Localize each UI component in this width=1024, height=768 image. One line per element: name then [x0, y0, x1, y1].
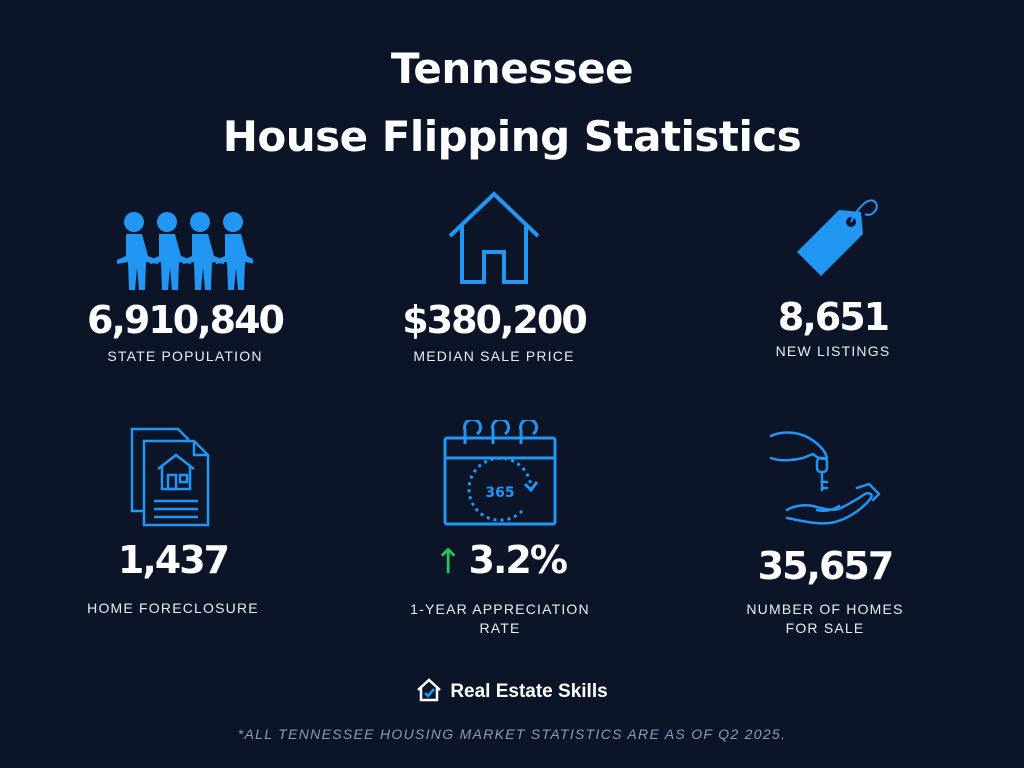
stat-new-listings: 8,651 NEW LISTINGS [683, 188, 983, 368]
calendar-text: 365 [485, 485, 514, 501]
brand-name: Real Estate Skills [450, 681, 608, 702]
stat-label-line1: NUMBER OF HOMES [746, 601, 904, 617]
stat-value: 35,657 [757, 544, 895, 588]
stat-homes-for-sale: 35,657 NUMBER OF HOMES FOR SALE [675, 428, 975, 638]
brand-logo: Real Estate Skills [0, 678, 1024, 708]
stat-value: $380,200 [402, 298, 588, 342]
stat-value-row: ↑ 3.2% [350, 538, 650, 582]
footnote: *ALL TENNESSEE HOUSING MARKET STATISTICS… [237, 726, 787, 742]
house-icon [446, 190, 542, 290]
trend-up-arrow-icon: ↑ [434, 542, 463, 582]
stat-label: NEW LISTINGS [775, 343, 891, 359]
page-title-line2: House Flipping Statistics [222, 112, 802, 161]
people-chain-icon [117, 210, 255, 294]
stat-label: STATE POPULATION [107, 348, 263, 364]
stat-label: 1-YEAR APPRECIATION RATE [350, 600, 650, 638]
stat-label: NUMBER OF HOMES FOR SALE [675, 600, 975, 638]
stat-label: HOME FORECLOSURE [87, 600, 259, 616]
stat-value: 8,651 [777, 295, 890, 339]
stat-appreciation-rate: 365 ↑ 3.2% 1-YEAR APPRECIATION RATE [350, 417, 650, 640]
page-title-line1: Tennessee [390, 44, 634, 93]
stat-value: 1,437 [117, 538, 230, 582]
stat-label-line2: FOR SALE [785, 620, 865, 636]
price-tag-icon [783, 188, 883, 288]
stat-median-sale-price: $380,200 MEDIAN SALE PRICE [344, 190, 644, 370]
stat-value: 6,910,840 [87, 298, 285, 342]
stat-label: MEDIAN SALE PRICE [413, 348, 575, 364]
stat-label-line2: RATE [479, 620, 521, 636]
hand-key-icon [769, 428, 881, 532]
stat-label-line1: 1-YEAR APPRECIATION [410, 601, 590, 617]
stat-value: 3.2% [468, 538, 568, 582]
calendar-365-icon: 365 [441, 417, 559, 532]
foreclosure-document-icon [128, 425, 218, 531]
house-check-icon [416, 678, 442, 706]
stat-home-foreclosure: 1,437 HOME FORECLOSURE [23, 425, 323, 625]
stat-state-population: 6,910,840 STATE POPULATION [35, 205, 335, 375]
